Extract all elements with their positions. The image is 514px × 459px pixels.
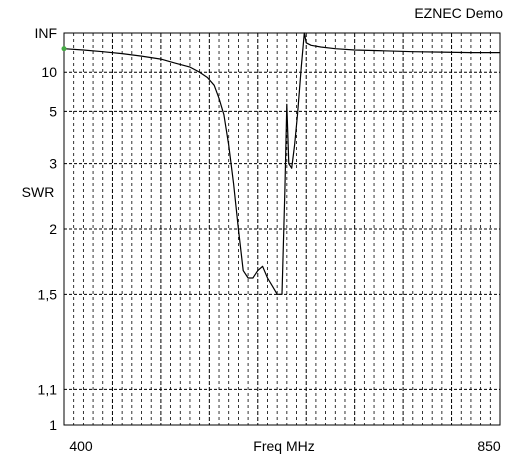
grid (64, 33, 500, 425)
y-tick-label: 1,1 (38, 381, 58, 397)
y-axis-label: SWR (22, 184, 55, 200)
y-tick-label: 2 (49, 221, 57, 237)
start-marker-point (61, 46, 67, 52)
y-tick-label: 1 (49, 417, 57, 433)
chart-title: EZNEC Demo (414, 5, 503, 21)
y-tick-label: 5 (49, 103, 57, 119)
y-tick-label: 1,5 (38, 286, 58, 302)
tick-labels: INF 10 5 3 2 1,5 1,1 1 400 850 (34, 25, 500, 454)
x-tick-label: 850 (477, 438, 501, 454)
swr-curve (63, 32, 500, 295)
plot-frame (63, 32, 501, 426)
y-tick-label: 10 (41, 64, 57, 80)
x-tick-label: 400 (69, 438, 93, 454)
series-layer (61, 32, 500, 295)
y-tick-label: INF (34, 25, 57, 41)
x-axis-label: Freq MHz (253, 438, 314, 454)
y-tick-label: 3 (49, 156, 57, 172)
